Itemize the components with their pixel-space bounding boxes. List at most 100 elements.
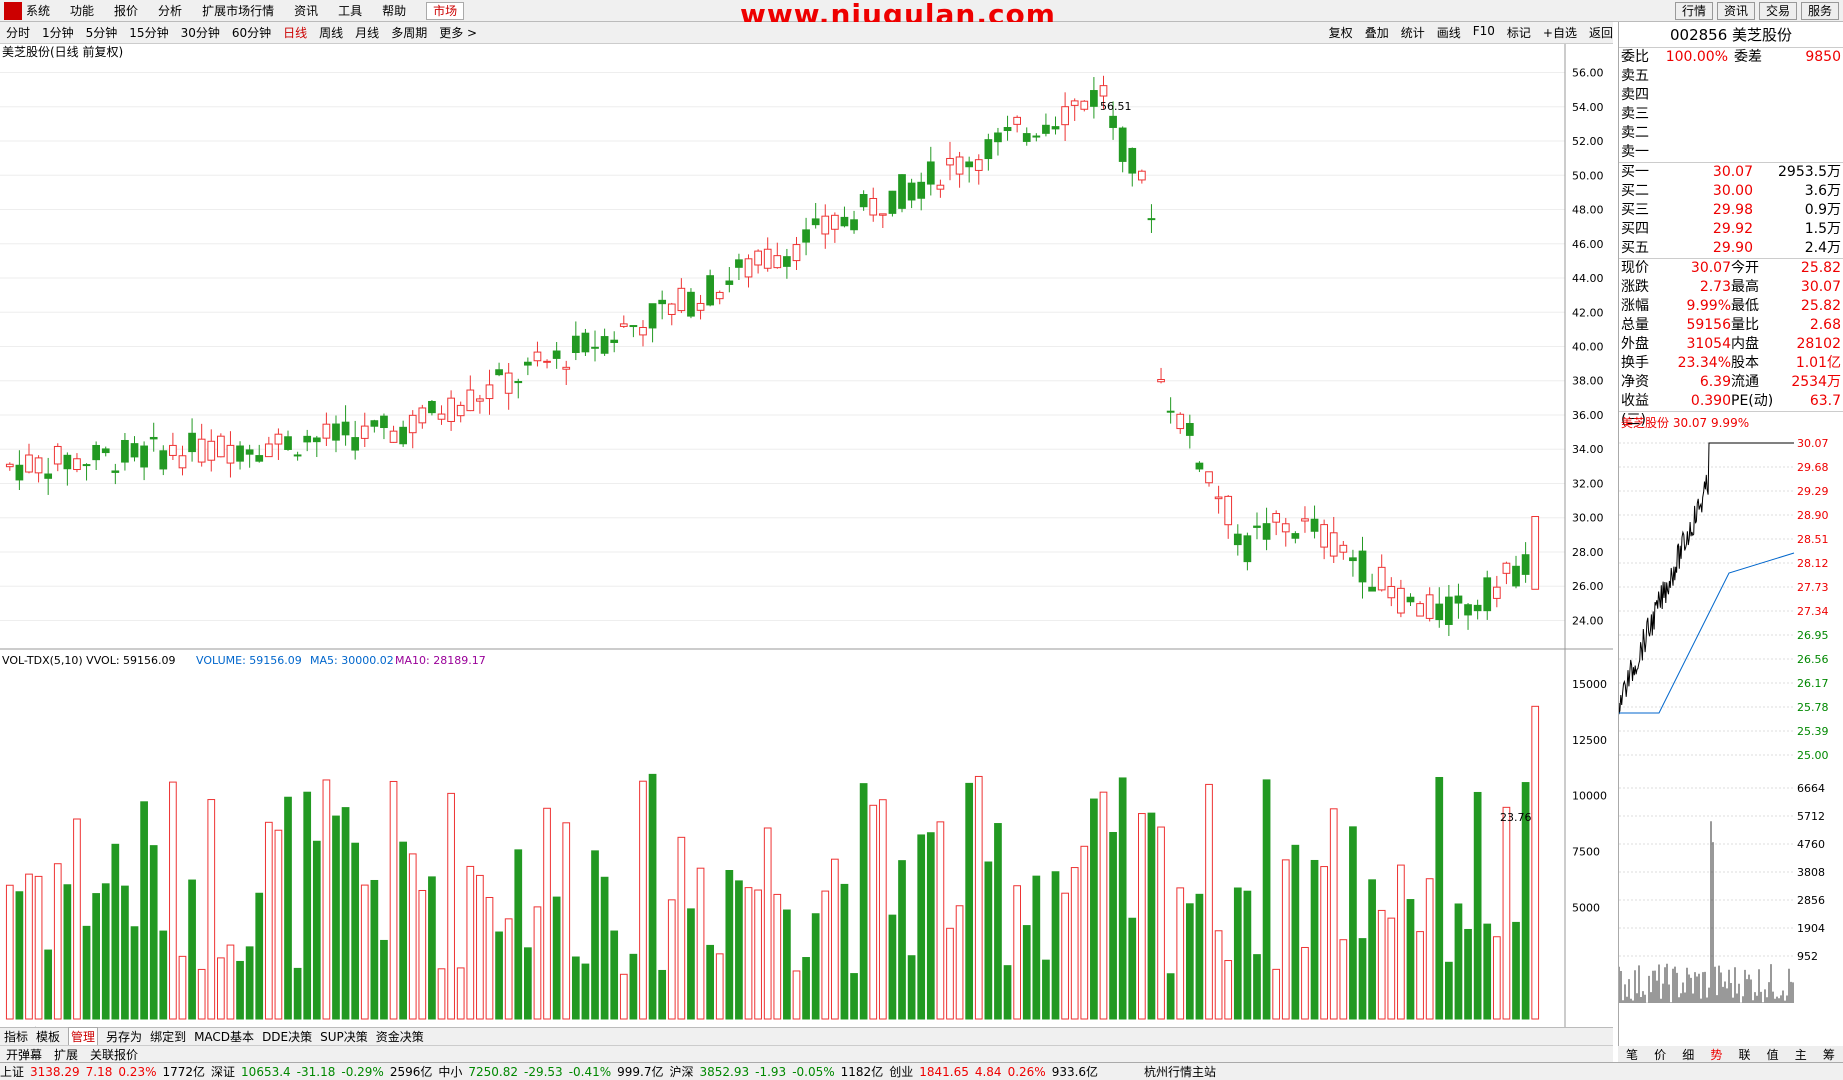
- side-tab[interactable]: 势: [1710, 1048, 1723, 1062]
- toolbar-button[interactable]: 画线: [1436, 26, 1461, 40]
- volume-bar: [1483, 923, 1492, 1020]
- toolbar-button[interactable]: 标记: [1506, 26, 1531, 40]
- period-tab[interactable]: 周线: [319, 26, 344, 40]
- volume-bar: [811, 913, 820, 1020]
- indicator-tab[interactable]: MACD基本: [194, 1030, 255, 1044]
- period-tab[interactable]: 1分钟: [42, 26, 74, 40]
- side-tab[interactable]: 筹: [1822, 1048, 1835, 1062]
- menu-item[interactable]: 报价: [114, 4, 139, 18]
- indicator-tab[interactable]: DDE决策: [262, 1030, 313, 1044]
- volume-bar: [907, 955, 916, 1020]
- candle-body: [1291, 533, 1300, 539]
- menu-item[interactable]: 市场: [426, 2, 465, 20]
- candle-body: [1483, 577, 1492, 612]
- candle-body: [1329, 532, 1338, 557]
- period-tab[interactable]: 更多 >: [439, 26, 478, 40]
- mini-tick: 27.73: [1797, 581, 1829, 594]
- menu-item[interactable]: 功能: [70, 4, 95, 18]
- candle-body: [178, 455, 187, 469]
- period-tab[interactable]: 月线: [355, 26, 380, 40]
- volume-bar: [197, 968, 206, 1020]
- status-bar: 上证 3138.29 7.18 0.23% 1772亿 深证 10653.4 -31.18 -0…: [0, 1062, 1843, 1080]
- sell-row: 卖二: [1619, 124, 1843, 143]
- candle-body: [322, 423, 331, 439]
- candle-body: [15, 464, 24, 481]
- toolbar-button[interactable]: F10: [1472, 24, 1495, 38]
- side-tab[interactable]: 价: [1654, 1048, 1667, 1062]
- indicator-tab[interactable]: 资金决策: [375, 1030, 424, 1044]
- menu-item[interactable]: 分析: [158, 4, 183, 18]
- top-button[interactable]: 交易: [1758, 2, 1797, 20]
- extra-tab[interactable]: 扩展: [54, 1047, 79, 1062]
- indicator-tab[interactable]: 指标: [4, 1030, 29, 1044]
- period-tab[interactable]: 多周期: [391, 26, 428, 40]
- period-tab[interactable]: 5分钟: [85, 26, 118, 40]
- toolbar-button[interactable]: 统计: [1400, 26, 1425, 40]
- extra-tab[interactable]: 关联报价: [90, 1047, 139, 1062]
- menu-item[interactable]: 系统: [26, 4, 51, 18]
- mini-tick: 29.68: [1797, 461, 1829, 474]
- price-tick: 36.00: [1572, 409, 1604, 422]
- period-tab[interactable]: 日线: [283, 26, 308, 40]
- side-tab[interactable]: 联: [1738, 1048, 1751, 1062]
- candle-body: [1521, 554, 1530, 575]
- volume-bar: [974, 775, 983, 1020]
- toolbar-button[interactable]: 叠加: [1364, 26, 1389, 40]
- volume-bar: [408, 853, 417, 1020]
- candle-body: [562, 366, 571, 370]
- menu-item[interactable]: 扩展市场行情: [202, 4, 275, 18]
- volume-bar: [370, 879, 379, 1020]
- top-button[interactable]: 行情: [1674, 2, 1713, 20]
- candle-body: [418, 407, 427, 424]
- menu-item[interactable]: 工具: [338, 4, 363, 18]
- volume-bar: [1310, 859, 1319, 1020]
- volume-bar: [994, 823, 1002, 1020]
- mini-tick: 952: [1797, 950, 1818, 963]
- indicator-tab[interactable]: 另存为: [106, 1030, 143, 1044]
- indicator-tab[interactable]: SUP决策: [320, 1030, 368, 1044]
- volume-bar: [169, 781, 177, 1020]
- volume-bar: [25, 873, 33, 1020]
- quote-value: 6.39: [1699, 374, 1731, 390]
- kline-chart[interactable]: 美芝股份(日线 前复权) 56.00 54.00 52.00 50.00 48.00 46.…: [0, 44, 1613, 1046]
- candle-body: [34, 457, 43, 474]
- candle-body: [332, 423, 340, 441]
- candle-body: [965, 161, 974, 168]
- buy-label: 买三: [1621, 202, 1649, 218]
- toolbar-button[interactable]: 复权: [1328, 26, 1353, 40]
- candle-body: [907, 182, 916, 201]
- menu-item[interactable]: 资讯: [294, 4, 319, 18]
- index-change: -1.93: [755, 1064, 787, 1079]
- top-button[interactable]: 服务: [1800, 2, 1839, 20]
- top-button[interactable]: 资讯: [1716, 2, 1755, 20]
- price-tick: 24.00: [1572, 614, 1604, 627]
- candle-body: [92, 444, 100, 461]
- period-tab[interactable]: 60分钟: [231, 26, 272, 40]
- vol-tick: 7500: [1572, 846, 1600, 859]
- toolbar-button[interactable]: +自选: [1542, 26, 1577, 40]
- side-tab[interactable]: 笔: [1626, 1048, 1639, 1062]
- extra-tab[interactable]: 开弹幕: [6, 1047, 43, 1062]
- side-tab[interactable]: 主: [1794, 1048, 1807, 1062]
- volume-bar: [1521, 782, 1530, 1020]
- quote-label: 净资: [1621, 374, 1649, 390]
- candle-body: [1406, 596, 1415, 603]
- intraday-mini-chart[interactable]: 30.07 29.68 29.29 28.90 28.51 28.12 27.73 27.34…: [1618, 433, 1843, 1013]
- volume-bar: [562, 822, 571, 1020]
- side-tab[interactable]: 细: [1682, 1048, 1695, 1062]
- side-tab[interactable]: 值: [1766, 1048, 1779, 1062]
- indicator-tab[interactable]: 管理: [68, 1027, 99, 1046]
- menu-item[interactable]: 帮助: [382, 4, 407, 18]
- index-value: 3852.93: [699, 1064, 750, 1079]
- period-tab[interactable]: 30分钟: [180, 26, 220, 40]
- period-tab[interactable]: 分时: [6, 26, 31, 40]
- buy-row: 买五 29.90 2.4万: [1619, 239, 1843, 258]
- candle-body: [888, 190, 897, 214]
- indicator-tab[interactable]: 模板: [36, 1030, 61, 1044]
- period-tab[interactable]: 15分钟: [129, 26, 169, 40]
- volume-bar: [1464, 928, 1472, 1020]
- volume-bar: [552, 896, 561, 1020]
- toolbar-button[interactable]: 返回: [1588, 26, 1613, 40]
- indicator-tab[interactable]: 绑定到: [150, 1030, 187, 1044]
- volume-bar: [44, 949, 53, 1020]
